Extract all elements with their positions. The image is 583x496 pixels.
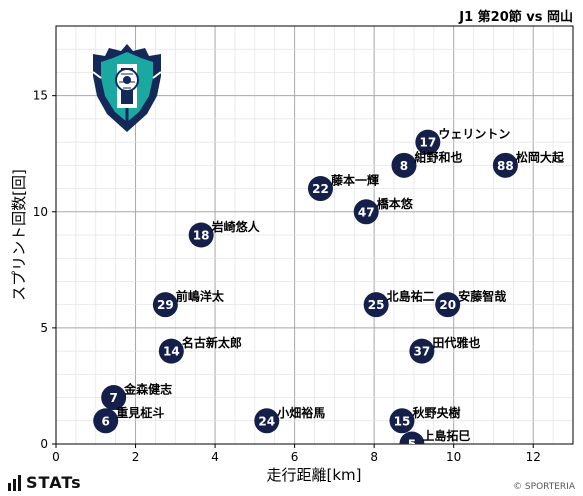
player-number: 20 [439, 298, 456, 312]
player-marker [254, 408, 280, 434]
player-name-label: 紺野和也 [414, 149, 462, 164]
player-name-label: 秋野央樹 [412, 405, 460, 420]
player-marker [415, 129, 441, 155]
player-marker [101, 385, 127, 411]
x-tick-label: 6 [291, 450, 299, 464]
player-number: 24 [258, 414, 275, 428]
player-marker [93, 408, 119, 434]
player-number: 18 [193, 229, 210, 243]
plot-frame [55, 25, 574, 445]
match-label: J1 第20節 vs 岡山 [459, 10, 573, 25]
team-crest-logo [92, 44, 162, 132]
player-marker [353, 199, 379, 225]
brand-logo: STATs [8, 473, 82, 492]
y-tick-label: 5 [40, 321, 48, 335]
player-marker [363, 292, 389, 318]
y-axis-label: スプリント回数[回] [10, 169, 28, 301]
player-point: 7 金森健志 [101, 382, 172, 411]
y-tick-label: 15 [33, 89, 48, 103]
player-number: 6 [102, 414, 110, 428]
player-marker [152, 292, 178, 318]
player-marker [158, 338, 184, 364]
player-number: 17 [419, 136, 436, 150]
player-number: 8 [400, 159, 408, 173]
player-point: 5 上島拓巳 [399, 428, 470, 452]
x-tick-label: 4 [211, 450, 219, 464]
x-tick-label: 10 [446, 450, 461, 464]
player-marker [399, 431, 425, 444]
player-name-label: 岩崎悠人 [211, 219, 261, 234]
player-name-label: 上島拓巳 [422, 428, 470, 443]
player-name-label: 名古新太郎 [182, 335, 242, 350]
player-name-label: 橋本悠 [377, 196, 414, 211]
player-number: 88 [497, 159, 514, 173]
player-name-label: 松岡大起 [516, 149, 565, 164]
player-name-label: 小畑裕馬 [277, 405, 325, 420]
player-marker [188, 222, 214, 248]
x-tick-label: 0 [52, 450, 60, 464]
player-name-label: 安藤智哉 [458, 289, 506, 304]
stats-bars-icon [8, 474, 21, 491]
player-name-label: ウェリントン [438, 127, 510, 141]
y-tick-label: 10 [33, 205, 48, 219]
player-marker [391, 152, 417, 178]
player-marker [389, 408, 415, 434]
player-marker [409, 338, 435, 364]
player-name-label: 田代雅也 [432, 335, 480, 350]
player-number: 25 [368, 298, 385, 312]
player-number: 15 [394, 414, 411, 428]
y-tick-label: 0 [40, 437, 48, 451]
player-marker [435, 292, 461, 318]
player-marker [492, 152, 518, 178]
player-point: 8 紺野和也 [391, 149, 462, 178]
player-name-label: 金森健志 [123, 382, 172, 397]
player-name-label: 北島祐二 [387, 289, 435, 304]
x-tick-label: 12 [526, 450, 541, 464]
player-name-label: 藤本一輝 [330, 173, 379, 188]
player-number: 22 [312, 182, 329, 196]
player-point: 6 重見柾斗 [93, 405, 164, 434]
player-number: 14 [163, 345, 180, 359]
player-number: 47 [358, 205, 375, 219]
x-axis-label: 走行距離[km] [266, 466, 361, 484]
x-tick-label: 2 [132, 450, 140, 464]
points: 17ウェリントン8紺野和也88松岡大起22藤本一輝47橋本悠18岩崎悠人29前嶋… [93, 127, 565, 452]
brand-name: STATs [26, 473, 82, 492]
player-marker [307, 176, 333, 202]
player-number: 29 [157, 298, 174, 312]
x-tick-label: 8 [370, 450, 378, 464]
player-number: 5 [408, 438, 416, 452]
player-number: 7 [109, 391, 117, 405]
player-number: 37 [414, 345, 431, 359]
player-name-label: 前嶋洋太 [176, 289, 225, 304]
copyright: © SPORTERIA [513, 482, 575, 492]
player-name-label: 重見柾斗 [116, 405, 164, 420]
